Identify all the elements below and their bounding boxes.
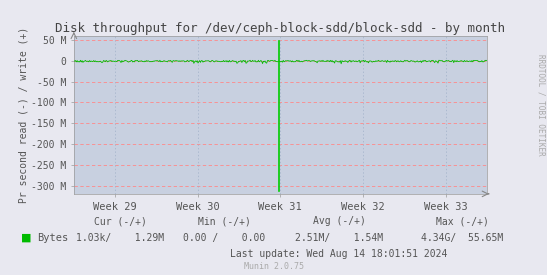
Title: Disk throughput for /dev/ceph-block-sdd/block-sdd - by month: Disk throughput for /dev/ceph-block-sdd/…	[55, 21, 505, 35]
Text: 4.34G/  55.65M: 4.34G/ 55.65M	[421, 233, 503, 243]
Text: Max (-/+): Max (-/+)	[436, 216, 488, 226]
Text: Last update: Wed Aug 14 18:01:51 2024: Last update: Wed Aug 14 18:01:51 2024	[230, 249, 448, 259]
Text: ■: ■	[21, 233, 31, 243]
Text: 2.51M/    1.54M: 2.51M/ 1.54M	[295, 233, 383, 243]
Text: Munin 2.0.75: Munin 2.0.75	[243, 262, 304, 271]
Text: 0.00 /    0.00: 0.00 / 0.00	[183, 233, 265, 243]
Text: Bytes: Bytes	[37, 233, 68, 243]
Text: 1.03k/    1.29M: 1.03k/ 1.29M	[76, 233, 165, 243]
Y-axis label: Pr second read (-) / write (+): Pr second read (-) / write (+)	[18, 27, 28, 203]
Text: Min (-/+): Min (-/+)	[198, 216, 251, 226]
Text: Avg (-/+): Avg (-/+)	[313, 216, 365, 226]
Text: RRDTOOL / TOBI OETIKER: RRDTOOL / TOBI OETIKER	[537, 54, 546, 155]
Text: Cur (-/+): Cur (-/+)	[94, 216, 147, 226]
